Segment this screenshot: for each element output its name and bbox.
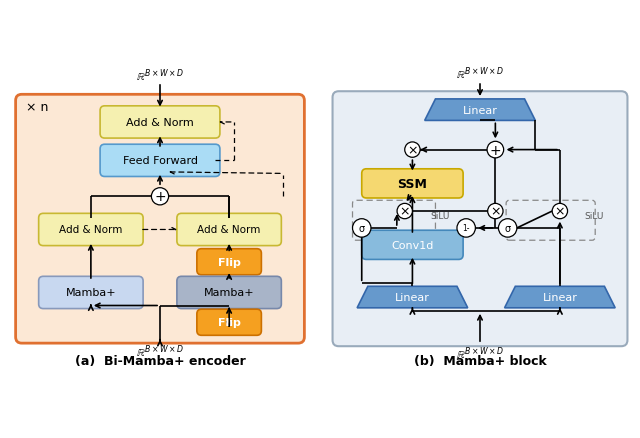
FancyBboxPatch shape — [15, 95, 305, 343]
Circle shape — [353, 219, 371, 237]
Text: Add & Norm: Add & Norm — [59, 225, 123, 235]
Circle shape — [488, 204, 503, 219]
Text: Linear: Linear — [543, 293, 577, 302]
FancyBboxPatch shape — [100, 106, 220, 139]
Text: Linear: Linear — [395, 293, 430, 302]
Text: Mamba+: Mamba+ — [204, 288, 255, 298]
Text: Add & Norm: Add & Norm — [197, 225, 261, 235]
Text: SiLU: SiLU — [584, 212, 604, 221]
Text: Add & Norm: Add & Norm — [126, 118, 194, 127]
Polygon shape — [357, 286, 468, 308]
Text: +: + — [490, 143, 501, 157]
Circle shape — [552, 204, 568, 219]
Text: $\mathbb{R}^{B\times W\times D}$: $\mathbb{R}^{B\times W\times D}$ — [456, 65, 504, 82]
Text: $\mathbb{R}^{B\times W\times D}$: $\mathbb{R}^{B\times W\times D}$ — [456, 344, 504, 361]
Text: +: + — [154, 190, 166, 204]
Polygon shape — [504, 286, 615, 308]
Text: Flip: Flip — [218, 318, 241, 328]
FancyBboxPatch shape — [362, 170, 463, 198]
FancyBboxPatch shape — [100, 145, 220, 177]
Circle shape — [457, 219, 476, 237]
FancyBboxPatch shape — [333, 92, 627, 346]
Text: ×: × — [490, 205, 500, 218]
FancyBboxPatch shape — [38, 214, 143, 246]
Text: σ: σ — [504, 223, 511, 233]
Circle shape — [404, 143, 420, 158]
Text: Feed Forward: Feed Forward — [122, 156, 198, 166]
FancyBboxPatch shape — [38, 277, 143, 309]
FancyBboxPatch shape — [177, 214, 282, 246]
Text: ×: × — [407, 144, 418, 157]
FancyBboxPatch shape — [197, 310, 261, 336]
Text: (b)  Mamba+ block: (b) Mamba+ block — [413, 354, 547, 367]
Text: Conv1d: Conv1d — [391, 240, 434, 250]
Text: SSM: SSM — [397, 177, 428, 191]
Text: Linear: Linear — [463, 106, 497, 115]
Text: σ: σ — [358, 223, 365, 233]
Text: ×: × — [399, 205, 410, 218]
Circle shape — [152, 188, 168, 205]
Text: SiLU: SiLU — [430, 212, 450, 221]
Text: × n: × n — [26, 101, 48, 114]
Text: (a)  Bi-Mamba+ encoder: (a) Bi-Mamba+ encoder — [75, 354, 245, 367]
FancyBboxPatch shape — [177, 277, 282, 309]
Text: 1-: 1- — [463, 224, 470, 233]
FancyBboxPatch shape — [362, 231, 463, 260]
Circle shape — [397, 204, 412, 219]
FancyBboxPatch shape — [197, 249, 261, 275]
Text: $\mathbb{R}^{B\times W\times D}$: $\mathbb{R}^{B\times W\times D}$ — [136, 343, 184, 359]
Text: $\mathbb{R}^{B\times W\times D}$: $\mathbb{R}^{B\times W\times D}$ — [136, 67, 184, 84]
Text: Mamba+: Mamba+ — [65, 288, 116, 298]
Circle shape — [487, 142, 504, 159]
Polygon shape — [425, 100, 535, 121]
Text: Flip: Flip — [218, 257, 241, 267]
Circle shape — [499, 219, 517, 237]
Text: ×: × — [555, 205, 565, 218]
